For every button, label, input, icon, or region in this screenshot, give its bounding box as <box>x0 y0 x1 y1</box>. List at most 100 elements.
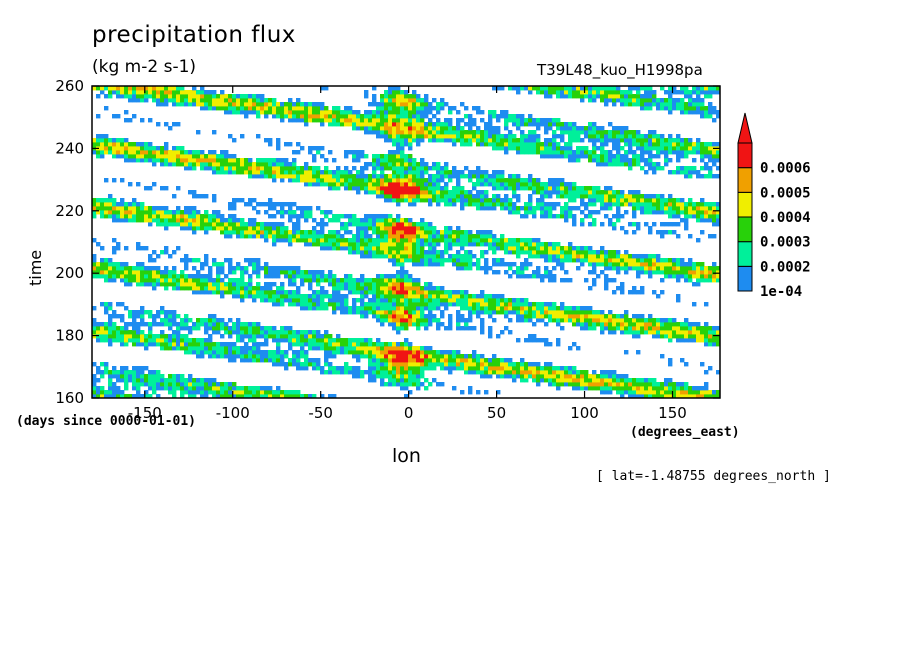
precip-cell <box>216 214 221 219</box>
precip-cell <box>220 354 225 359</box>
precip-cell <box>536 246 541 251</box>
precip-cell <box>424 326 429 331</box>
precip-cell <box>652 142 657 147</box>
precip-cell <box>432 318 437 323</box>
precip-cell <box>196 150 201 155</box>
precip-cell <box>128 150 133 155</box>
precip-cell <box>176 382 181 387</box>
precip-cell <box>180 274 185 279</box>
precip-cell <box>248 358 253 363</box>
precip-cell <box>428 358 433 363</box>
precip-cell <box>260 286 265 291</box>
precip-cell <box>564 378 569 383</box>
precip-cell <box>372 314 377 319</box>
precip-cell <box>556 382 561 387</box>
precip-cell <box>520 242 525 247</box>
precip-cell <box>204 278 209 283</box>
precip-cell <box>456 322 461 327</box>
precip-cell <box>212 218 217 223</box>
precip-cell <box>516 250 521 255</box>
precip-cell <box>132 378 137 383</box>
precip-cell <box>308 270 313 275</box>
precip-cell <box>628 158 633 163</box>
precip-cell <box>192 194 197 199</box>
precip-cell <box>356 346 361 351</box>
precip-cell <box>660 166 665 171</box>
precip-cell <box>232 342 237 347</box>
precip-cell <box>400 142 405 147</box>
precip-cell <box>228 222 233 227</box>
precip-cell <box>288 358 293 363</box>
precip-cell <box>540 378 545 383</box>
precip-cell <box>292 234 297 239</box>
precip-cell <box>604 274 609 279</box>
precip-cell <box>552 138 557 143</box>
precip-cell <box>116 338 121 343</box>
precip-cell <box>424 190 429 195</box>
precip-cell <box>132 322 137 327</box>
precip-cell <box>256 226 261 231</box>
precip-cell <box>700 270 705 275</box>
precip-cell <box>308 278 313 283</box>
precip-cell <box>292 178 297 183</box>
precip-cell <box>564 314 569 319</box>
precip-cell <box>296 286 301 291</box>
precip-cell <box>360 354 365 359</box>
precip-cell <box>228 354 233 359</box>
precip-cell <box>508 182 513 187</box>
precip-cell <box>136 266 141 271</box>
precip-cell <box>700 218 705 223</box>
precip-cell <box>456 178 461 183</box>
precip-cell <box>356 238 361 243</box>
precip-cell <box>220 166 225 171</box>
precip-cell <box>140 310 145 315</box>
precip-cell <box>396 190 401 195</box>
precip-cell <box>376 354 381 359</box>
precip-cell <box>348 218 353 223</box>
precip-cell <box>616 162 621 167</box>
precip-cell <box>340 302 345 307</box>
precip-cell <box>544 194 549 199</box>
precip-cell <box>524 146 529 151</box>
precip-cell <box>680 150 685 155</box>
precip-cell <box>276 390 281 395</box>
precip-cell <box>560 370 565 375</box>
precip-cell <box>240 222 245 227</box>
precip-cell <box>152 338 157 343</box>
precip-cell <box>556 386 561 391</box>
precip-cell <box>372 246 377 251</box>
precip-cell <box>96 330 101 335</box>
y-axis-units: (days since 0000-01-01) <box>16 414 197 429</box>
precip-cell <box>408 166 413 171</box>
precip-cell <box>212 314 217 319</box>
precip-cell <box>692 158 697 163</box>
precip-cell <box>528 206 533 211</box>
precip-cell <box>560 374 565 379</box>
precip-cell <box>452 166 457 171</box>
precip-cell <box>176 342 181 347</box>
precip-cell <box>96 370 101 375</box>
precip-cell <box>668 262 673 267</box>
precip-cell <box>316 150 321 155</box>
precip-cell <box>252 218 257 223</box>
precip-cell <box>568 382 573 387</box>
precip-cell <box>624 310 629 315</box>
precip-cell <box>376 298 381 303</box>
precip-cell <box>404 166 409 171</box>
precip-cell <box>540 254 545 259</box>
precip-cell <box>536 254 541 259</box>
precip-cell <box>276 394 281 399</box>
precip-cell <box>212 286 217 291</box>
precip-cell <box>416 186 421 191</box>
precip-cell <box>260 298 265 303</box>
precip-cell <box>604 154 609 159</box>
precip-cell <box>264 170 269 175</box>
precip-cell <box>248 278 253 283</box>
precip-cell <box>336 346 341 351</box>
precip-cell <box>420 370 425 375</box>
precip-cell <box>92 266 97 271</box>
precip-cell <box>716 270 721 275</box>
precip-cell <box>100 270 105 275</box>
precip-cell <box>180 382 185 387</box>
precip-cell <box>352 310 357 315</box>
